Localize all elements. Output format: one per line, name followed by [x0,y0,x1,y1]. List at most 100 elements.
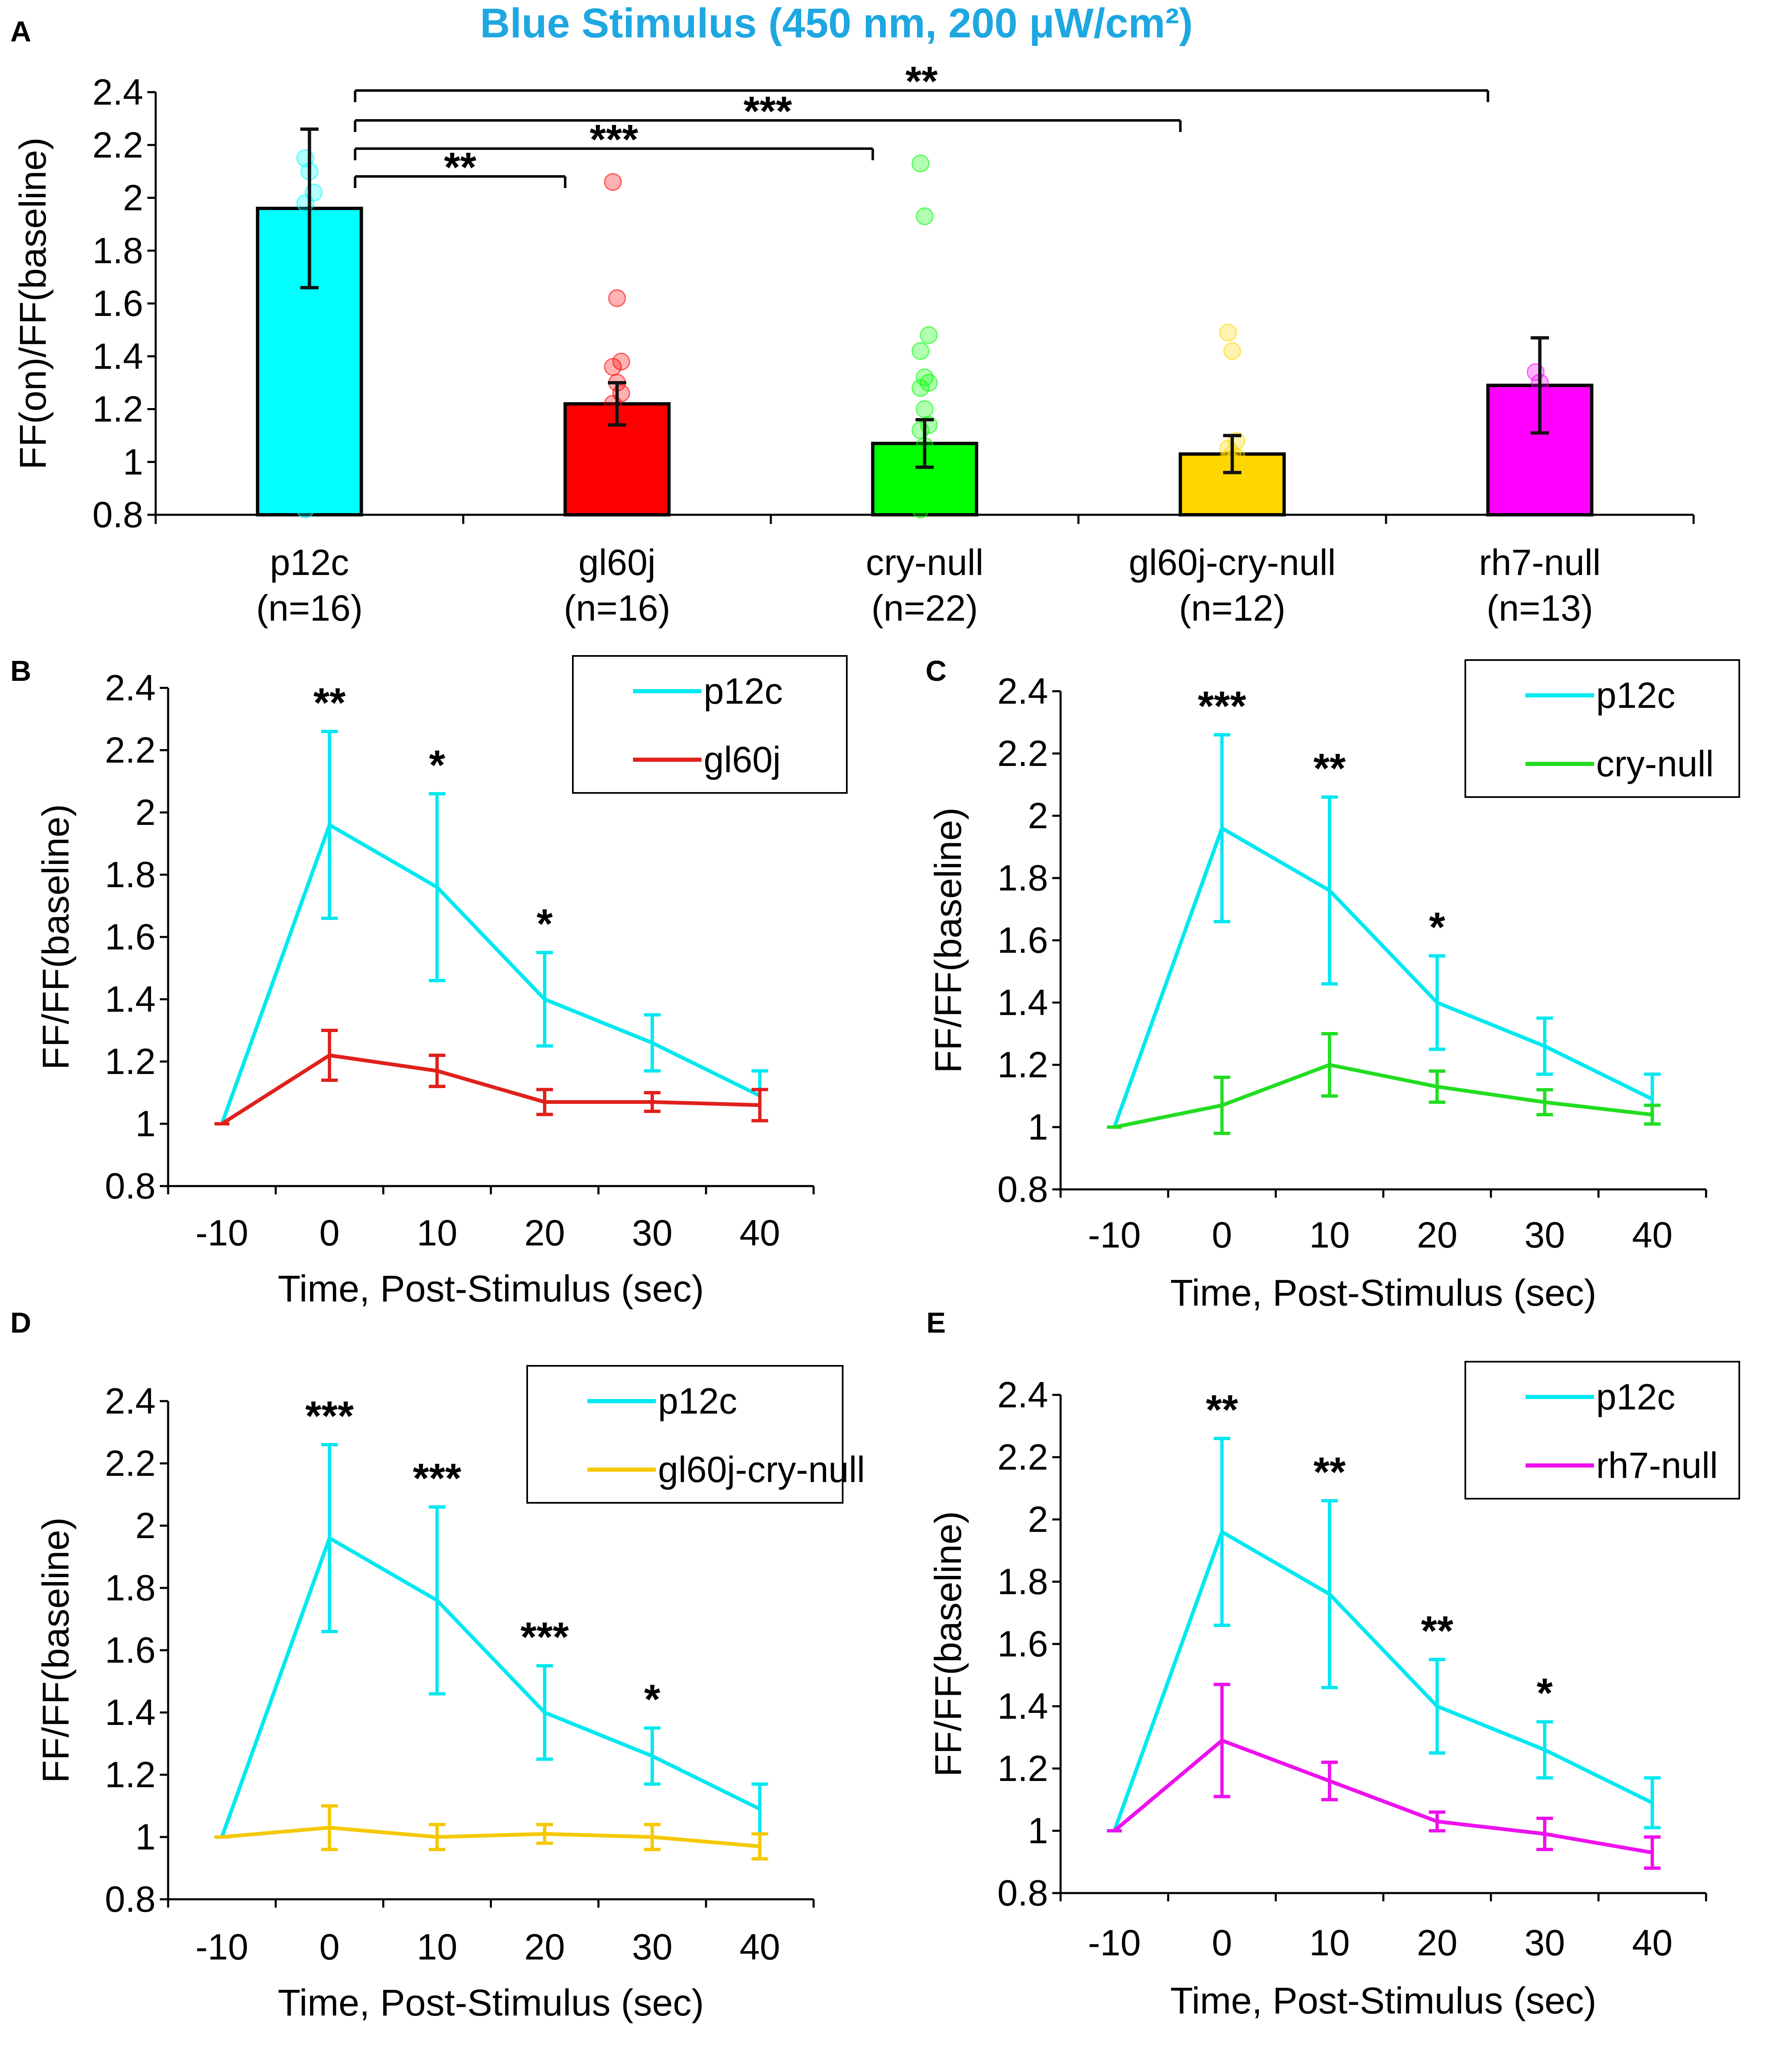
data-point-cry-null [1437,1086,1438,1087]
significance-stars-d: * [644,1676,660,1723]
data-point [604,490,622,508]
data-point-p12c [1544,1046,1545,1047]
legend-label-cry-null: cry-null [1596,743,1714,784]
y-tick-label-e: 0.8 [997,1872,1048,1913]
data-point [920,326,938,344]
y-tick-label-e: 1.8 [997,1561,1048,1602]
significance-stars-b: * [429,742,445,788]
x-tick-label-d: 0 [319,1926,340,1967]
x-tick-label-b: 30 [632,1212,672,1253]
y-tick-label-c: 1.2 [997,1044,1048,1085]
y-tick-label-b: 1.2 [105,1041,156,1082]
panel-label-b: B [10,655,32,687]
x-tick-label-c: 10 [1309,1214,1350,1255]
y-tick-label-d: 1.2 [105,1754,156,1795]
y-tick-label-b: 1.6 [105,916,156,957]
category-label: cry-null [866,542,984,583]
x-tick-label-e: 40 [1632,1922,1672,1963]
y-tick-label-d: 1.4 [105,1692,156,1733]
data-point-rh7-null [1544,1833,1545,1835]
x-tick-label-b: 10 [417,1212,457,1253]
data-point [1527,448,1545,466]
series-line-p12c [1112,826,1653,1128]
panel-label-a: A [10,15,32,48]
data-point [301,289,318,307]
y-tick-label-b: 0.8 [105,1165,156,1206]
x-axis-label-e: Time, Post-Stimulus (sec) [1170,1980,1596,2022]
series-line-cry-null [1114,1063,1653,1129]
y-tick-label-b: 1.8 [105,854,156,895]
data-point-cry-null [1114,1127,1115,1128]
x-tick-label-d: -10 [196,1926,248,1967]
significance-stars: *** [743,88,792,135]
data-point-p12c [759,1808,760,1810]
data-point [1223,342,1241,360]
y-tick-label-c: 1.4 [997,982,1048,1023]
y-tick-label-a: 0.8 [93,494,143,535]
series-line-gl60j [221,1053,760,1125]
data-point [301,405,318,423]
x-tick-label-e: 10 [1309,1922,1350,1963]
data-point-gl60j-cry-null [544,1833,545,1835]
y-tick-label-d: 2 [135,1505,156,1546]
data-point [916,207,934,225]
significance-stars-c: ** [1313,745,1346,792]
data-point [912,154,929,173]
significance-stars: ** [905,58,938,105]
x-tick-label-c: 40 [1632,1214,1672,1255]
data-point [1227,482,1245,500]
data-point-p12c [329,824,330,825]
data-point-rh7-null [1652,1852,1653,1853]
legend-box-e [1464,1361,1740,1500]
x-tick-label-e: -10 [1088,1922,1141,1963]
y-tick-label-d: 2.2 [105,1443,156,1484]
data-point [296,395,314,413]
series-line-p12c [220,1536,761,1838]
data-point-p12c [1437,1706,1438,1707]
significance-stars-d: *** [413,1455,462,1502]
significance-stars: ** [444,144,477,191]
x-tick-label-c: 0 [1212,1214,1232,1255]
y-tick-label-b: 2 [135,792,156,833]
x-tick-label-d: 30 [632,1926,672,1967]
data-point-gl60j-cry-null [329,1827,330,1828]
data-point [301,442,318,460]
y-tick-label-c: 1 [1028,1106,1048,1147]
x-tick-label-c: -10 [1088,1214,1141,1255]
significance-stars-b: * [537,901,553,947]
y-tick-label-a: 1 [123,441,143,482]
data-point-rh7-null [1437,1821,1438,1822]
significance-stars: *** [590,116,638,163]
series-line-gl60j-cry-null [222,1826,760,1848]
y-tick-label-b: 2.4 [105,667,156,708]
series-line-p12c [220,823,761,1125]
series-line-p12c [1112,1530,1653,1832]
data-point [608,469,626,487]
y-tick-label-c: 2 [1028,795,1048,836]
panel-label-e: E [927,1306,946,1339]
sample-size-label: (n=22) [871,587,978,629]
data-point [305,461,323,479]
x-tick-label-e: 30 [1524,1922,1565,1963]
y-tick-label-c: 1.6 [997,920,1048,961]
x-tick-label-b: 40 [739,1212,780,1253]
legend-box-d [526,1365,843,1504]
data-point [604,458,622,476]
y-tick-label-c: 2.4 [997,670,1048,712]
x-tick-label-b: 0 [319,1212,340,1253]
y-tick-label-d: 0.8 [105,1879,156,1920]
y-tick-label-e: 2.4 [997,1374,1048,1415]
data-point-p12c [1652,1098,1653,1100]
x-tick-label-c: 20 [1417,1214,1457,1255]
y-tick-label-a: 2.2 [93,124,143,165]
y-tick-label-c: 2.2 [997,733,1048,774]
significance-stars-d: *** [521,1614,569,1661]
data-point-gl60j [329,1055,330,1056]
significance-stars-e: ** [1421,1608,1453,1654]
data-point-gl60j [759,1105,760,1106]
data-point-cry-null [1329,1064,1330,1065]
legend-label-p12c: p12c [658,1380,737,1421]
data-point-gl60j-cry-null [759,1846,760,1847]
panel-label-d: D [10,1306,32,1339]
data-point [916,400,934,418]
